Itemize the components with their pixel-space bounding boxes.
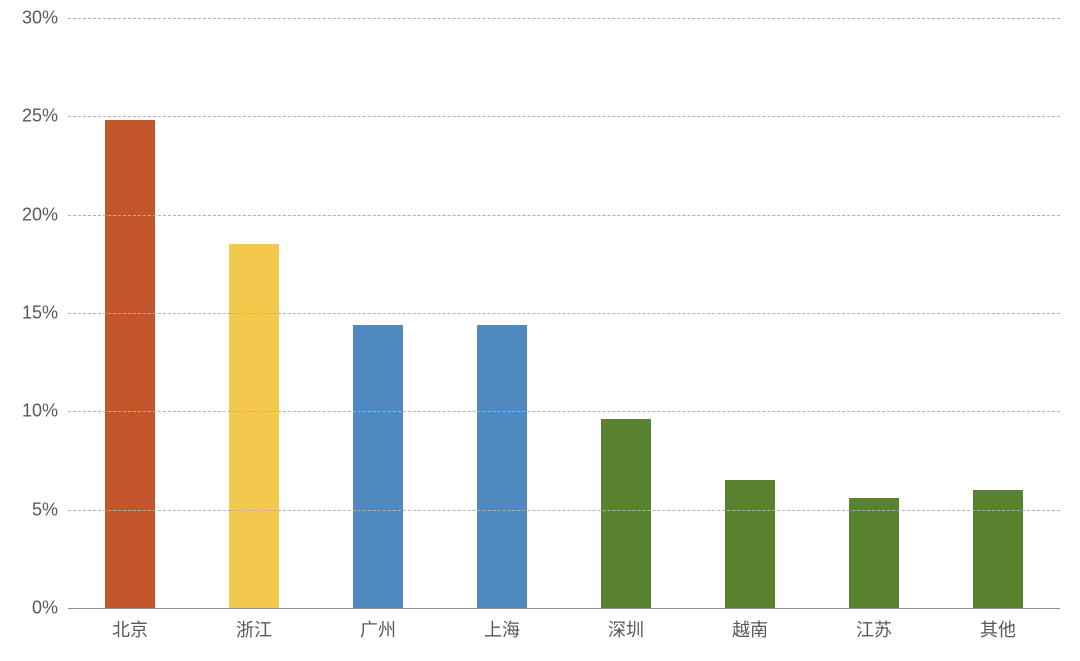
- gridline: [68, 510, 1060, 511]
- y-tick-label: 15%: [22, 303, 68, 324]
- bar: [849, 498, 899, 608]
- y-tick-label: 5%: [32, 499, 68, 520]
- bar: [353, 325, 403, 608]
- y-tick-label: 20%: [22, 204, 68, 225]
- x-tick-label: 江苏: [856, 608, 892, 642]
- x-tick-label: 深圳: [608, 608, 644, 642]
- plot-area: 0%5%10%15%20%25%30%北京浙江广州上海深圳越南江苏其他: [68, 18, 1060, 608]
- gridline: [68, 116, 1060, 117]
- x-tick-label: 北京: [112, 608, 148, 642]
- y-tick-label: 0%: [32, 598, 68, 619]
- x-tick-label: 广州: [360, 608, 396, 642]
- x-tick-label: 上海: [484, 608, 520, 642]
- x-tick-label: 浙江: [236, 608, 272, 642]
- gridline: [68, 411, 1060, 412]
- y-tick-label: 25%: [22, 106, 68, 127]
- y-tick-label: 30%: [22, 8, 68, 29]
- x-tick-label: 其他: [980, 608, 1016, 642]
- bar: [973, 490, 1023, 608]
- gridline: [68, 215, 1060, 216]
- x-tick-label: 越南: [732, 608, 768, 642]
- axis-baseline: [68, 608, 1060, 609]
- bar: [477, 325, 527, 608]
- bar-chart: 0% 5% 10% 15% 20% 25% 30% 北京 浙江 广州 上海 深圳 越南 江苏 其他: [0, 0, 1080, 661]
- gridline: [68, 313, 1060, 314]
- gridline: [68, 18, 1060, 19]
- bar: [601, 419, 651, 608]
- bar: [229, 244, 279, 608]
- bar: [105, 120, 155, 608]
- bar: [725, 480, 775, 608]
- y-tick-label: 10%: [22, 401, 68, 422]
